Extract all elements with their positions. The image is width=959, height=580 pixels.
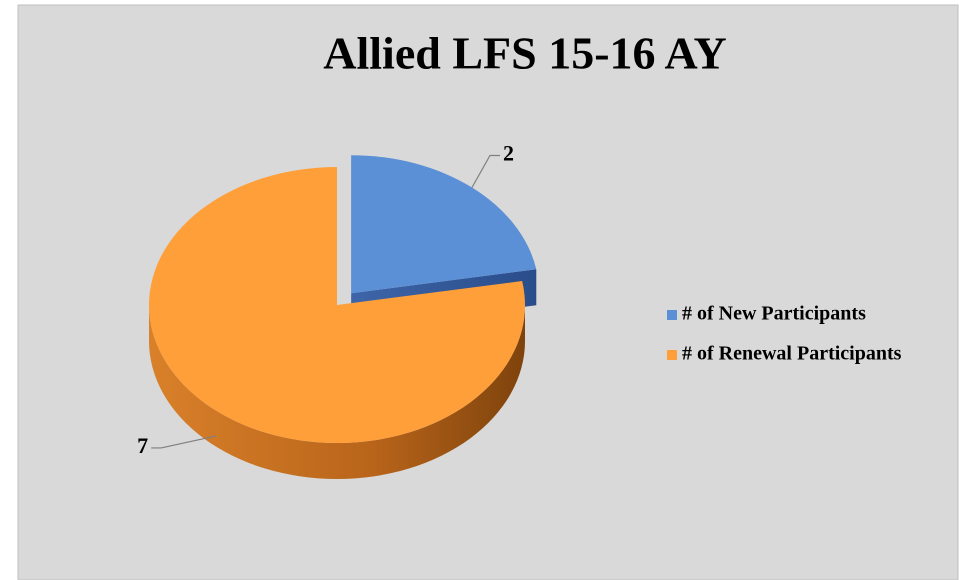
leader-line	[151, 435, 217, 449]
legend-swatch	[667, 350, 677, 360]
leader-line	[471, 154, 500, 188]
data-label: 2	[503, 141, 514, 166]
legend-label: # of New Participants	[682, 303, 866, 325]
data-label: 7	[137, 433, 148, 458]
legend-swatch	[667, 310, 677, 320]
chart-title: Allied LFS 15-16 AY	[323, 28, 726, 79]
pie-slice	[148, 167, 525, 444]
pie-slice-group: 7	[137, 167, 525, 479]
pie-slice	[351, 155, 537, 294]
legend-label: # of Renewal Participants	[682, 343, 902, 365]
pie-side	[149, 305, 525, 479]
